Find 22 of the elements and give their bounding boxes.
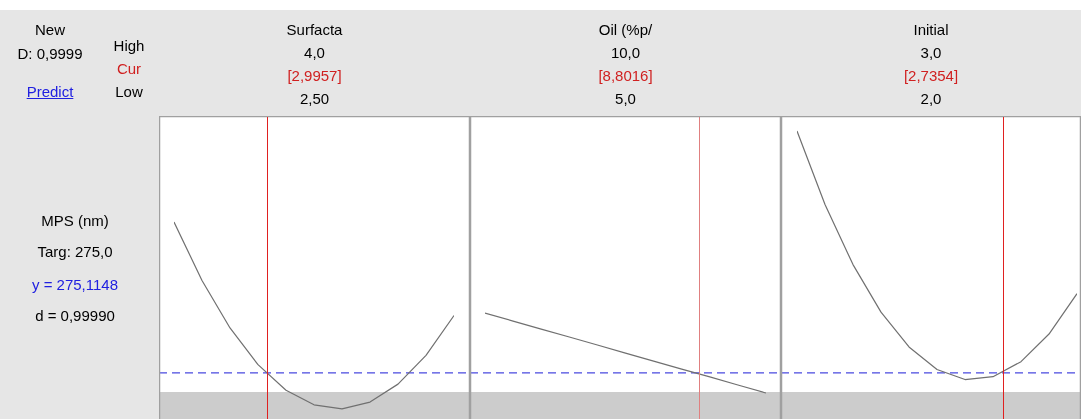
text: [8,8016] xyxy=(597,67,654,84)
text: 5,0 xyxy=(614,90,637,107)
text: 4,0 xyxy=(303,44,326,61)
y-axis-title: MPS (nm) xyxy=(40,212,110,229)
text: 3,0 xyxy=(919,44,943,61)
text: 2,0 xyxy=(919,90,943,107)
chart-title: Surfacta xyxy=(285,21,344,38)
text: Targ: 275,0 xyxy=(36,243,114,260)
text: 2,50 xyxy=(298,90,331,107)
text: 10,0 xyxy=(609,44,642,61)
text: D: 0,9999 xyxy=(16,45,84,62)
text: [2,7354] xyxy=(902,67,960,84)
chart-title: Oil (%p/ xyxy=(597,21,654,38)
text: d = 0,99990 xyxy=(34,307,116,324)
text: Low xyxy=(114,83,144,100)
text: High xyxy=(112,37,146,54)
text: Predict xyxy=(25,83,75,100)
text: Cur xyxy=(115,60,143,77)
text: y = 275,1148 xyxy=(30,276,119,293)
chart-title: Initial xyxy=(912,21,950,38)
text: [2,9957] xyxy=(286,67,343,84)
text: New xyxy=(34,21,66,38)
